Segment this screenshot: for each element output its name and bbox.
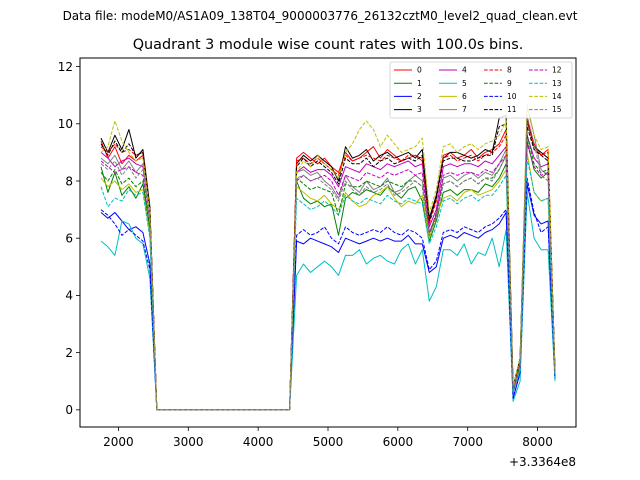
legend-label-3: 3 <box>417 105 422 114</box>
legend-label-1: 1 <box>417 79 422 88</box>
y-tick-label: 2 <box>65 346 73 360</box>
legend-label-4: 4 <box>462 66 467 75</box>
chart-title: Quadrant 3 module wise count rates with … <box>133 37 524 53</box>
legend-label-0: 0 <box>417 66 422 75</box>
x-offset-label: +3.3364e8 <box>509 455 576 469</box>
y-tick-label: 12 <box>58 60 73 74</box>
legend-label-14: 14 <box>552 92 562 101</box>
y-tick-label: 6 <box>65 232 73 246</box>
x-tick-label: 2000 <box>103 435 134 449</box>
legend-box <box>389 61 573 119</box>
y-tick-label: 0 <box>65 403 73 417</box>
x-tick-label: 8000 <box>522 435 553 449</box>
legend-label-15: 15 <box>552 105 562 114</box>
legend-label-9: 9 <box>507 79 512 88</box>
legend-label-11: 11 <box>507 105 517 114</box>
x-tick-label: 3000 <box>173 435 204 449</box>
series-line-8 <box>100 120 556 411</box>
legend-label-8: 8 <box>507 66 512 75</box>
y-tick-label: 8 <box>65 174 73 188</box>
x-tick-label: 4000 <box>243 435 274 449</box>
legend-label-13: 13 <box>552 79 562 88</box>
legend-label-5: 5 <box>462 79 467 88</box>
x-tick-label: 6000 <box>383 435 414 449</box>
y-tick-label: 10 <box>58 117 73 131</box>
legend-label-12: 12 <box>552 66 562 75</box>
series-layer <box>100 103 556 411</box>
x-tick-label: 5000 <box>313 435 344 449</box>
legend-label-7: 7 <box>462 105 467 114</box>
legend-label-10: 10 <box>507 92 517 101</box>
legend-label-2: 2 <box>417 92 422 101</box>
series-line-15 <box>100 114 556 411</box>
y-tick-label: 4 <box>65 289 73 303</box>
legend-label-6: 6 <box>462 92 467 101</box>
suptitle: Data file: modeM0/AS1A09_138T04_90000037… <box>63 9 578 23</box>
x-tick-label: 7000 <box>452 435 483 449</box>
